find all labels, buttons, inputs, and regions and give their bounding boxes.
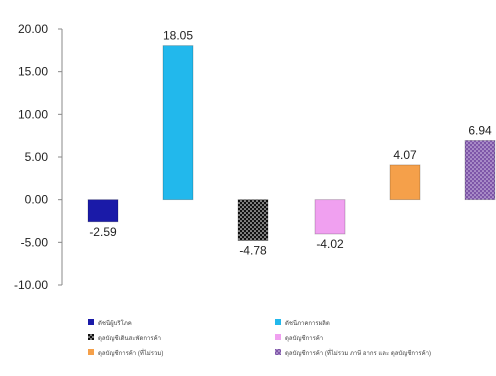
legend-label-2: ดัชนีภาคการผลิต [285,319,330,327]
legend-label-5: ดุลบัญชีการค้า (ที่ไม่รวม) [98,349,163,357]
legend-label-3: ดุลบัญชีเดินสะพัดการค้า [98,334,161,342]
y-tick-label: -10.00 [14,278,48,292]
bars [87,45,496,241]
legend-swatch-5 [88,349,94,355]
data-label-2: 18.05 [163,29,193,43]
legend-label-6: ดุลบัญชีการค้า (ที่ไม่รวม ภาษี อากร และ … [285,349,431,357]
y-tick-label: -5.00 [21,235,49,249]
data-label-6: 6.94 [468,123,492,137]
bar-4 [314,199,346,235]
bar-2 [162,45,194,201]
data-label-4: -4.02 [316,237,344,251]
legend-label-4: ดุลบัญชีการค้า [285,334,323,342]
data-label-5: 4.07 [393,148,417,162]
legend-swatch-6 [275,349,281,355]
y-axis: 20.00 15.00 10.00 5.00 0.00 -5.00 -10.00 [14,22,63,292]
bar-3 [237,199,269,241]
data-labels: -2.59 18.05 -4.78 -4.02 4.07 6.94 [89,29,492,258]
bar-1 [87,199,119,223]
bar-6 [464,140,496,201]
y-tick-label: 0.00 [25,193,49,207]
legend-swatch-1 [88,319,94,325]
bar-5 [389,164,421,201]
legend-swatch-4 [275,334,281,340]
y-tick-label: 20.00 [18,22,48,36]
data-label-1: -2.59 [89,225,117,239]
legend-label-1: ดัชนีผู้บริโภค [98,319,132,327]
y-tick-label: 15.00 [18,65,48,79]
legend: ดัชนีผู้บริโภค ดัชนีภาคการผลิตดุลบัญชีเดิ… [88,319,431,357]
legend-swatch-2 [275,319,281,325]
y-tick-label: 5.00 [25,150,49,164]
data-label-3: -4.78 [239,243,267,257]
legend-swatch-3 [88,334,94,340]
y-tick-label: 10.00 [18,107,48,121]
